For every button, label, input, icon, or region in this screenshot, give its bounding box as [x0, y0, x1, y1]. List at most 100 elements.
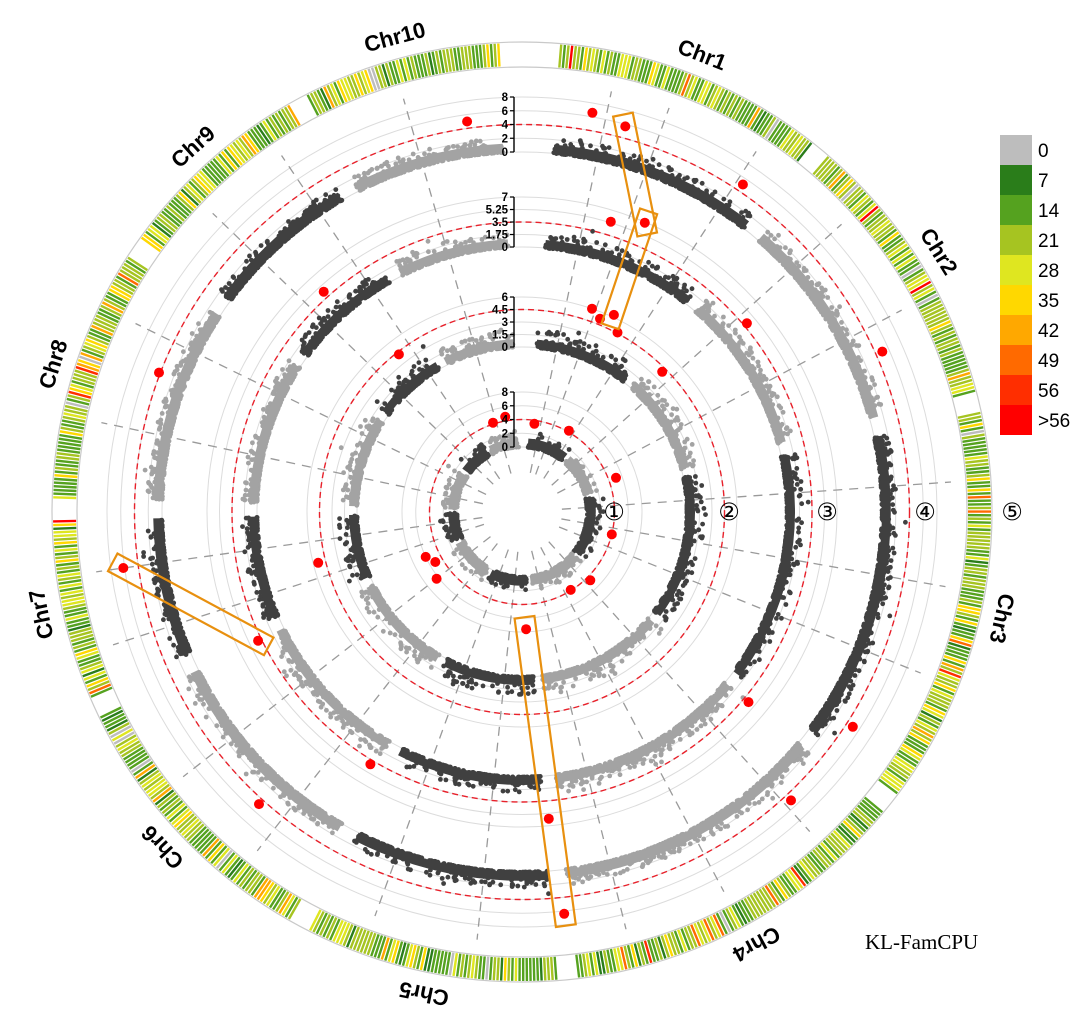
threshold-line-track-2 — [318, 308, 726, 716]
legend-label: 14 — [1038, 201, 1060, 222]
significant-snp — [118, 563, 129, 573]
track-4-points — [141, 138, 908, 897]
density-segment-chr1 — [558, 44, 813, 162]
chromosome-label-chr6: Chr6 — [136, 820, 188, 874]
tick-label: 4.5 — [492, 305, 509, 317]
chromosome-label-chr9: Chr9 — [166, 121, 220, 173]
highlight-box-2 — [600, 207, 659, 331]
legend-label: 56 — [1038, 381, 1059, 402]
density-segment-chr9 — [140, 104, 301, 253]
density-segment-chr7 — [53, 519, 113, 698]
legend-label: 0 — [1038, 141, 1049, 162]
density-segment-chr6 — [99, 706, 302, 920]
tick-label: 1.75 — [486, 230, 509, 242]
significant-snp — [253, 635, 264, 646]
legend-swatch — [1000, 285, 1032, 315]
threshold-line-track-4 — [133, 123, 911, 901]
tick-label: 2 — [502, 428, 508, 440]
track-3-points — [240, 228, 811, 795]
legend-label: 42 — [1038, 321, 1059, 342]
significant-snp — [420, 551, 431, 562]
method-label: KL-FamCPU — [865, 930, 978, 954]
legend-swatch — [1000, 195, 1032, 225]
grid-circle — [206, 196, 838, 828]
significant-snp — [500, 411, 511, 422]
significant-snp — [462, 116, 473, 127]
threshold-line-track-3 — [231, 221, 813, 803]
tick-label: 4 — [502, 415, 509, 427]
grid-circle — [106, 96, 938, 928]
track-number-3: ③ — [816, 498, 838, 526]
significant-snp — [847, 721, 858, 732]
significant-snp — [543, 813, 554, 824]
track-number-4: ④ — [914, 498, 936, 526]
significant-snp — [521, 624, 532, 635]
tick-label: 1.5 — [492, 330, 509, 342]
highlight-box-4 — [106, 552, 275, 657]
chromosome-label-layer: Chr1Chr2Chr3Chr4Chr5Chr6Chr7Chr8Chr9Chr1… — [24, 17, 1020, 1011]
legend-swatch — [1000, 345, 1032, 375]
significant-snp — [393, 349, 404, 360]
significant-snp — [620, 121, 631, 132]
significant-snp — [639, 217, 650, 228]
significant-snp — [154, 367, 164, 378]
significant-points-layer — [118, 107, 888, 919]
radial-guide — [182, 536, 491, 778]
significant-snp — [741, 318, 752, 329]
significant-snp — [529, 418, 540, 429]
track-4-axis: 0 24 6 8 — [502, 92, 515, 159]
significant-snp — [877, 346, 888, 357]
grid-circle — [120, 110, 924, 914]
track-number-1: ① — [603, 498, 625, 526]
density-ring-inner-border — [76, 66, 968, 958]
significant-snp — [318, 286, 329, 297]
significant-snp — [606, 529, 617, 540]
tick-label: 6 — [502, 401, 508, 413]
significant-snp — [254, 799, 264, 810]
grid-circle — [331, 321, 713, 703]
tick-label: 3 — [502, 317, 508, 329]
grid-circle — [147, 137, 897, 887]
significant-snp — [737, 179, 748, 190]
legend-label: >56 — [1038, 411, 1070, 432]
track-3-axis: 01.753.55.257 — [486, 192, 515, 254]
legend-swatch — [1000, 165, 1032, 195]
density-ring-outer-border — [51, 41, 993, 983]
track-number-2: ② — [718, 498, 740, 526]
legend-swatch — [1000, 315, 1032, 345]
significant-snp — [786, 795, 796, 806]
color-legend: 0 7 14 21 28 35 42 49 56 >56 — [1000, 135, 1070, 435]
density-segment-chr4 — [575, 796, 884, 978]
tick-label: 2 — [502, 133, 508, 145]
significant-snp — [563, 425, 574, 436]
legend-swatch — [1000, 405, 1032, 435]
legend-swatch — [1000, 135, 1032, 165]
track-1-points — [438, 428, 606, 593]
significant-snp — [587, 303, 597, 314]
significant-snp — [657, 366, 668, 377]
tick-label: 8 — [502, 387, 509, 399]
significant-snp — [608, 309, 619, 320]
chromosome-label-chr7: Chr7 — [24, 587, 59, 641]
significant-snp — [587, 107, 598, 118]
legend-label: 35 — [1038, 291, 1059, 312]
tick-label: 8 — [502, 92, 509, 104]
legend-label: 21 — [1038, 231, 1059, 252]
tick-label: 0 — [502, 147, 508, 159]
threshold-layer — [133, 123, 911, 901]
tick-label: 6 — [502, 292, 508, 304]
tick-label: 4 — [502, 120, 509, 132]
significant-snp — [488, 417, 498, 428]
tick-label: 0 — [502, 242, 508, 254]
chromosome-label-chr5: Chr5 — [397, 977, 451, 1011]
highlight-box-1 — [611, 111, 659, 238]
legend-label: 7 — [1038, 171, 1049, 192]
points-layer — [141, 138, 908, 897]
tick-label: 0 — [502, 442, 508, 454]
track-1-axis: 0 24 6 8 — [502, 387, 515, 454]
grid-circle — [161, 151, 883, 873]
density-segment-chr8 — [53, 256, 148, 500]
density-segment-chr5 — [309, 909, 558, 982]
significant-snp — [313, 557, 324, 568]
